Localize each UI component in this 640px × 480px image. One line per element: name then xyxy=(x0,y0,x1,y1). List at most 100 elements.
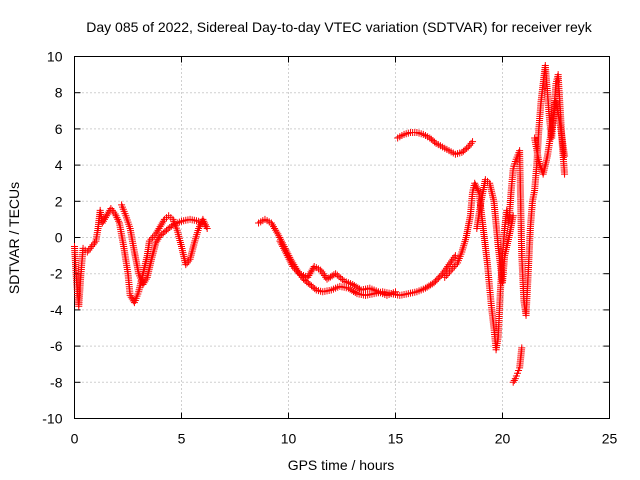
data-point xyxy=(471,179,479,187)
data-point xyxy=(286,257,294,265)
data-point xyxy=(448,257,456,265)
x-tick-label: 15 xyxy=(388,431,404,447)
data-point xyxy=(195,223,203,231)
data-point xyxy=(332,270,340,278)
series-segment-2 xyxy=(118,201,209,289)
y-tick-label: -10 xyxy=(42,411,62,427)
data-point xyxy=(446,268,454,276)
data-point xyxy=(450,262,458,270)
data-point xyxy=(167,222,175,230)
data-point xyxy=(141,277,149,285)
x-tick-label: 0 xyxy=(71,431,79,447)
data-point xyxy=(445,261,453,269)
y-axis-label: SDTVAR / TECUs xyxy=(6,182,22,294)
data-point xyxy=(127,293,135,301)
data-point xyxy=(335,273,343,281)
series-segment-7 xyxy=(473,176,517,287)
y-tick-label: -2 xyxy=(50,266,63,282)
data-points xyxy=(71,62,569,386)
series-segment-4 xyxy=(276,237,399,299)
data-point xyxy=(510,376,518,384)
data-point xyxy=(473,185,481,193)
data-point xyxy=(277,239,285,247)
data-point xyxy=(152,230,160,238)
y-tick-label: 4 xyxy=(55,157,63,173)
data-point xyxy=(463,144,471,152)
data-point xyxy=(108,206,116,214)
data-point xyxy=(442,272,450,280)
x-tick-label: 25 xyxy=(602,431,618,447)
data-point xyxy=(154,226,162,234)
data-point xyxy=(472,181,480,189)
data-point xyxy=(285,255,293,263)
data-point xyxy=(128,295,136,303)
data-point xyxy=(98,219,106,227)
data-point xyxy=(392,288,399,296)
data-point xyxy=(99,217,107,225)
data-point xyxy=(337,274,345,282)
data-point xyxy=(275,232,283,240)
data-point xyxy=(452,261,460,269)
data-point xyxy=(509,212,517,220)
y-tick-label: 0 xyxy=(55,230,63,246)
data-point xyxy=(103,212,111,220)
x-tick-label: 10 xyxy=(281,431,297,447)
x-axis-label: GPS time / hours xyxy=(288,457,395,473)
data-point xyxy=(83,248,91,256)
data-point xyxy=(561,170,569,178)
data-point xyxy=(518,344,526,352)
y-tick-label: -8 xyxy=(50,374,63,390)
data-point xyxy=(153,228,161,236)
data-point xyxy=(317,266,325,274)
data-point xyxy=(305,272,313,280)
data-point xyxy=(474,186,482,194)
series-segment-5 xyxy=(394,129,477,158)
data-point xyxy=(446,259,454,267)
data-point xyxy=(431,138,439,146)
x-tick-labels: 0 5 10 15 20 25 xyxy=(71,431,618,447)
data-point xyxy=(89,241,97,249)
data-point xyxy=(356,285,364,293)
data-point xyxy=(351,289,359,297)
data-point xyxy=(185,257,193,265)
data-point xyxy=(304,273,312,281)
series-segment-6 xyxy=(441,62,569,354)
data-point xyxy=(140,279,148,287)
data-point xyxy=(464,143,472,151)
data-point xyxy=(311,285,319,293)
data-point xyxy=(338,275,346,283)
data-point xyxy=(436,273,444,281)
y-tick-label: 2 xyxy=(55,193,63,209)
series-segment-9 xyxy=(531,98,569,178)
data-point xyxy=(308,266,316,274)
data-point xyxy=(292,266,300,274)
data-point xyxy=(110,208,118,216)
chart-title: Day 085 of 2022, Sidereal Day-to-day VTE… xyxy=(86,19,592,35)
data-point xyxy=(444,262,452,270)
data-point xyxy=(283,252,291,260)
data-point xyxy=(318,268,326,276)
data-point xyxy=(272,226,280,234)
data-point xyxy=(115,217,123,225)
data-point xyxy=(290,264,298,272)
data-point xyxy=(85,246,93,254)
data-point xyxy=(201,221,209,229)
y-tick-label: 6 xyxy=(55,121,63,137)
data-point xyxy=(267,219,275,227)
data-point xyxy=(152,239,160,247)
y-tick-label: -6 xyxy=(50,338,63,354)
data-point xyxy=(287,259,295,267)
data-point xyxy=(306,270,314,278)
data-point xyxy=(294,268,302,276)
x-tick-label: 5 xyxy=(178,431,186,447)
data-point xyxy=(430,279,438,287)
data-point xyxy=(288,261,296,269)
data-point xyxy=(280,244,288,252)
data-point xyxy=(270,223,278,231)
data-point xyxy=(112,212,120,220)
data-point xyxy=(467,139,475,147)
data-point xyxy=(273,228,281,236)
data-point xyxy=(268,221,276,229)
data-point xyxy=(449,264,457,272)
data-point xyxy=(271,224,279,232)
